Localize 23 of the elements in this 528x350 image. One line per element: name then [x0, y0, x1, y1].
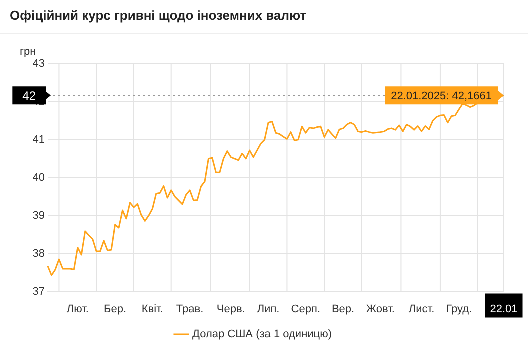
- x-tick-label: 22.01: [490, 303, 518, 316]
- annotation: 22.01.2025: 42,1661: [391, 90, 492, 103]
- x-tick-label: Трав.: [176, 303, 204, 316]
- y-axis-title: грн: [20, 46, 36, 58]
- y-tick-label: 39: [32, 210, 45, 222]
- y-tick-label: 41: [32, 134, 45, 146]
- chart-title: Офіційний курс гривні щодо іноземних валют: [0, 0, 528, 34]
- x-tick-label: Серп.: [291, 303, 321, 316]
- y-tick-label: 43: [32, 58, 45, 70]
- x-tick-label: Лют.: [66, 303, 89, 316]
- x-tick-label: Лист.: [408, 303, 435, 316]
- y-tick-label: 37: [32, 286, 45, 298]
- ref-line-label: 42: [22, 88, 36, 103]
- y-tick-label: 38: [32, 248, 45, 260]
- x-tick-label: Вер.: [332, 303, 355, 316]
- x-tick-label: Жовт.: [366, 303, 395, 316]
- legend-label: Долар США (за 1 одиницю): [192, 328, 332, 341]
- x-tick-label: Черв.: [216, 303, 246, 316]
- x-tick-label: Квіт.: [142, 303, 164, 316]
- x-tick-label: Груд.: [446, 303, 472, 316]
- x-tick-label: Лип.: [257, 303, 280, 316]
- x-tick-label: Бер.: [104, 303, 127, 316]
- y-tick-label: 40: [32, 172, 45, 184]
